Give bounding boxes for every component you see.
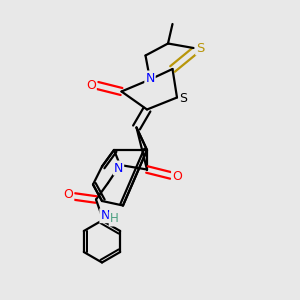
Text: S: S [180,92,188,105]
Text: O: O [64,188,73,202]
Text: N: N [114,161,123,175]
Text: N: N [145,71,155,85]
Text: O: O [172,170,182,184]
Text: H: H [110,212,118,226]
Text: S: S [196,41,205,55]
Text: N: N [100,209,110,222]
Text: O: O [86,79,96,92]
